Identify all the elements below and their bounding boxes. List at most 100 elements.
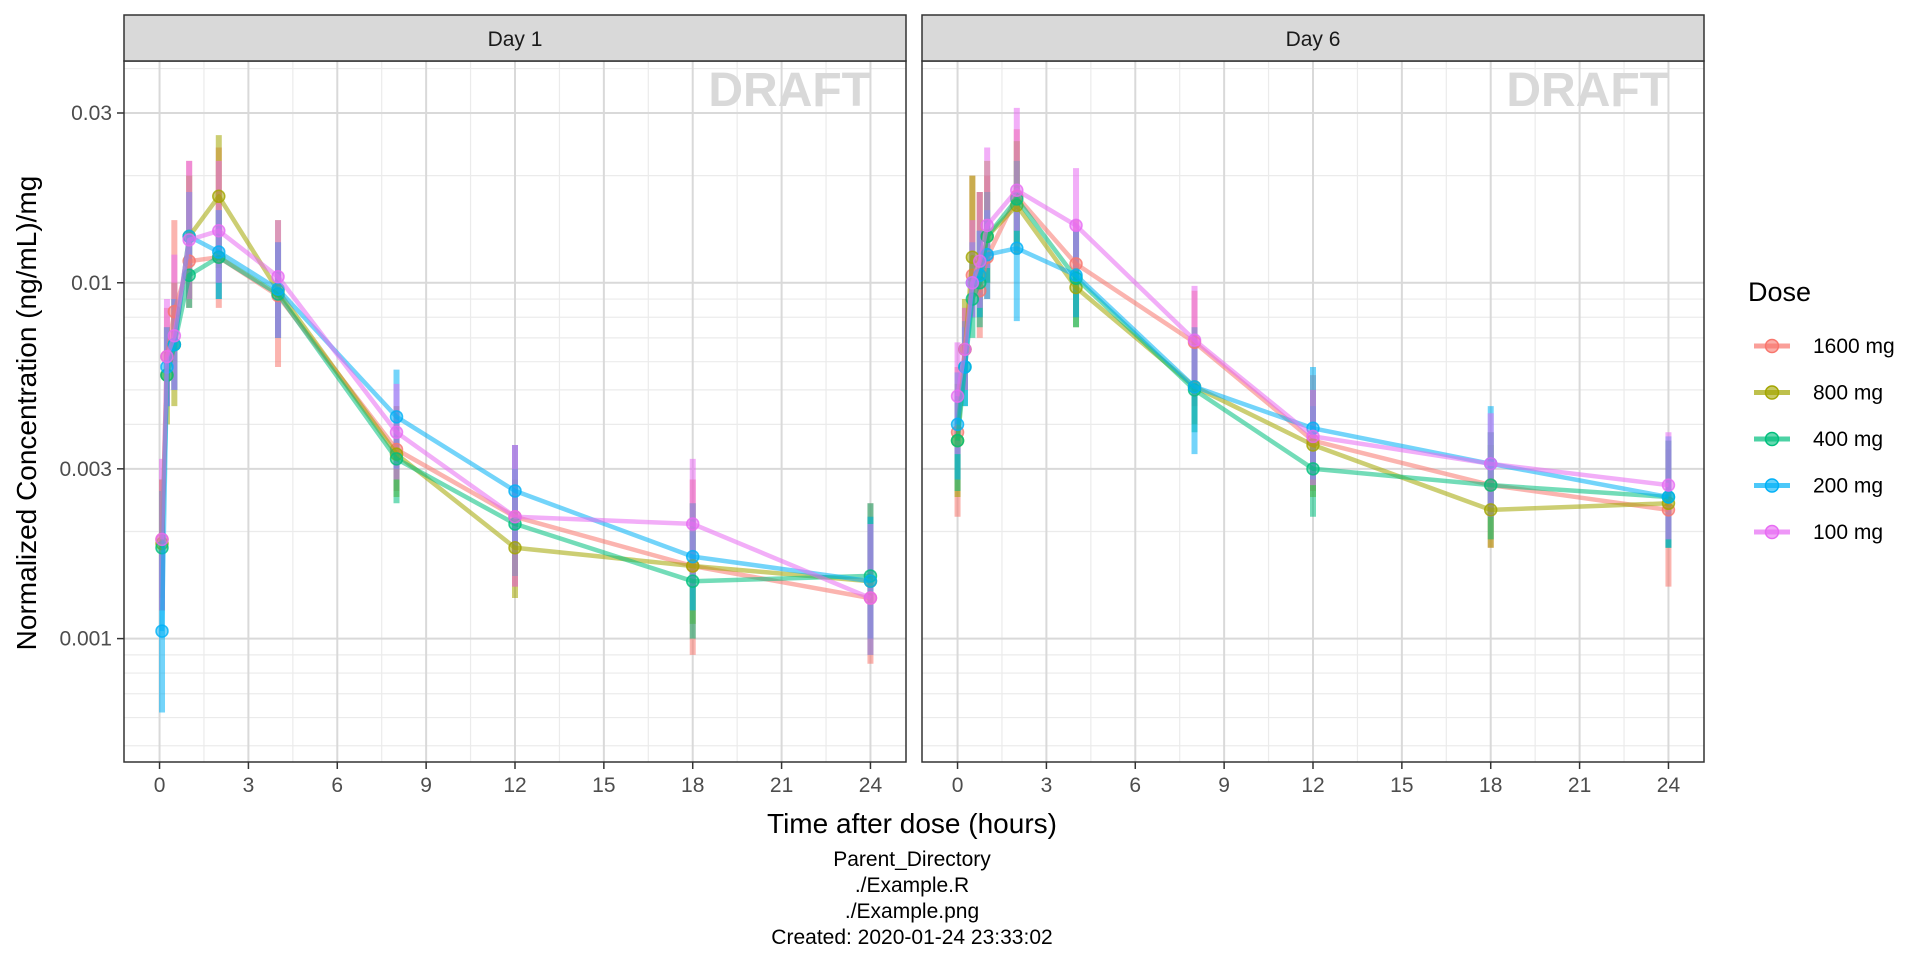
facet-strip-label: Day 1 <box>488 28 543 51</box>
x-tick-label: 24 <box>859 774 883 797</box>
x-tick-label: 24 <box>1657 774 1681 797</box>
x-tick-label: 3 <box>243 774 255 797</box>
data-point <box>212 245 226 259</box>
data-point <box>160 349 174 364</box>
y-tick-label: 0.001 <box>59 628 112 651</box>
y-axis: 0.001 0.003 0.01 0.03 <box>59 102 124 651</box>
data-point <box>1010 183 1024 197</box>
data-point <box>685 517 700 531</box>
y-axis-title: Normalized Concentration (ng/mL)/mg <box>11 176 42 651</box>
legend-item: 1600 mg <box>1754 335 1895 358</box>
data-point <box>685 549 700 564</box>
data-point <box>1069 268 1083 282</box>
data-point <box>950 417 965 432</box>
data-point <box>1010 241 1024 256</box>
data-point <box>965 276 980 290</box>
x-tick-label: 21 <box>770 774 793 797</box>
data-point <box>1069 257 1083 271</box>
data-point <box>1306 462 1320 476</box>
legend-label: 800 mg <box>1813 382 1883 405</box>
footnote: Parent_Directory ./Example.R ./Example.p… <box>771 848 1052 949</box>
legend-item: 100 mg <box>1754 521 1883 544</box>
data-point <box>389 452 404 466</box>
legend-key-point <box>1764 338 1780 354</box>
facet-strip-label: Day 6 <box>1286 28 1341 51</box>
data-point <box>1483 503 1498 517</box>
x-tick-label: 12 <box>503 774 526 797</box>
legend-label: 400 mg <box>1813 428 1883 451</box>
legend-item: 800 mg <box>1754 382 1883 405</box>
x-axis: 0 3 6 9 12 15 18 21 24 <box>154 762 883 797</box>
x-tick-label: 9 <box>420 774 432 797</box>
legend-item: 400 mg <box>1754 428 1883 451</box>
legend-label: 200 mg <box>1813 475 1883 498</box>
legend-key-point <box>1764 478 1780 493</box>
footnote-line: Created: 2020-01-24 23:33:02 <box>771 926 1052 949</box>
data-point <box>508 541 522 555</box>
data-point <box>155 624 169 638</box>
data-point <box>950 389 965 403</box>
data-point <box>1306 429 1320 444</box>
x-tick-label: 21 <box>1568 774 1591 797</box>
data-point <box>1069 218 1083 233</box>
data-point <box>685 574 700 588</box>
legend-label: 1600 mg <box>1813 335 1895 358</box>
data-point <box>167 328 182 343</box>
data-point <box>863 591 878 605</box>
data-point <box>155 532 169 547</box>
x-tick-label: 3 <box>1041 774 1053 797</box>
data-point <box>271 269 285 284</box>
y-tick-label: 0.03 <box>71 102 112 125</box>
legend-item: 200 mg <box>1754 475 1883 498</box>
legend-key-point <box>1764 385 1780 400</box>
x-tick-label: 15 <box>1390 774 1413 797</box>
legend: Dose 1600 mg 800 mg 400 mg 200 mg 100 mg <box>1748 277 1895 544</box>
data-point <box>1187 333 1202 347</box>
x-tick-label: 12 <box>1301 774 1324 797</box>
x-tick-label: 18 <box>681 774 704 797</box>
series-100-mg <box>155 224 878 605</box>
legend-label: 100 mg <box>1813 521 1883 544</box>
data-point <box>863 574 878 588</box>
x-tick-label: 18 <box>1479 774 1502 797</box>
data-point <box>508 484 522 498</box>
footnote-line: ./Example.png <box>845 900 979 923</box>
y-tick-label: 0.01 <box>71 272 112 295</box>
footnote-line: ./Example.R <box>855 874 969 897</box>
data-point <box>1187 380 1202 394</box>
data-point <box>389 410 404 424</box>
data-point <box>1483 478 1498 492</box>
panel-2: DRAFT Day 6 0 3 6 9 12 15 18 21 24 <box>921 14 1705 797</box>
x-tick-label: 0 <box>952 774 964 797</box>
watermark: DRAFT <box>1506 64 1669 117</box>
x-tick-label: 6 <box>1129 774 1141 797</box>
series-line <box>159 228 872 601</box>
data-point <box>182 233 196 247</box>
data-point <box>973 254 987 268</box>
x-tick-label: 0 <box>154 774 166 797</box>
data-point <box>1661 490 1676 504</box>
data-point <box>1483 457 1498 471</box>
series-100-mg <box>950 183 1676 492</box>
data-point <box>958 342 972 357</box>
x-tick-label: 6 <box>331 774 343 797</box>
data-point <box>508 510 522 524</box>
data-point <box>389 425 404 440</box>
legend-key-point <box>1764 524 1780 540</box>
data-point <box>212 189 226 204</box>
data-point <box>1661 478 1676 492</box>
x-axis: 0 3 6 9 12 15 18 21 24 <box>952 762 1681 797</box>
x-tick-label: 9 <box>1218 774 1230 797</box>
facet-strip <box>123 14 907 62</box>
x-tick-label: 15 <box>592 774 615 797</box>
footnote-line: Parent_Directory <box>833 848 991 871</box>
data-point <box>212 224 226 238</box>
y-tick-label: 0.003 <box>59 458 112 481</box>
facet-strip <box>921 14 1705 62</box>
legend-title: Dose <box>1748 277 1811 307</box>
x-axis-title: Time after dose (hours) <box>767 808 1057 839</box>
data-point <box>980 218 994 233</box>
watermark: DRAFT <box>708 64 871 117</box>
